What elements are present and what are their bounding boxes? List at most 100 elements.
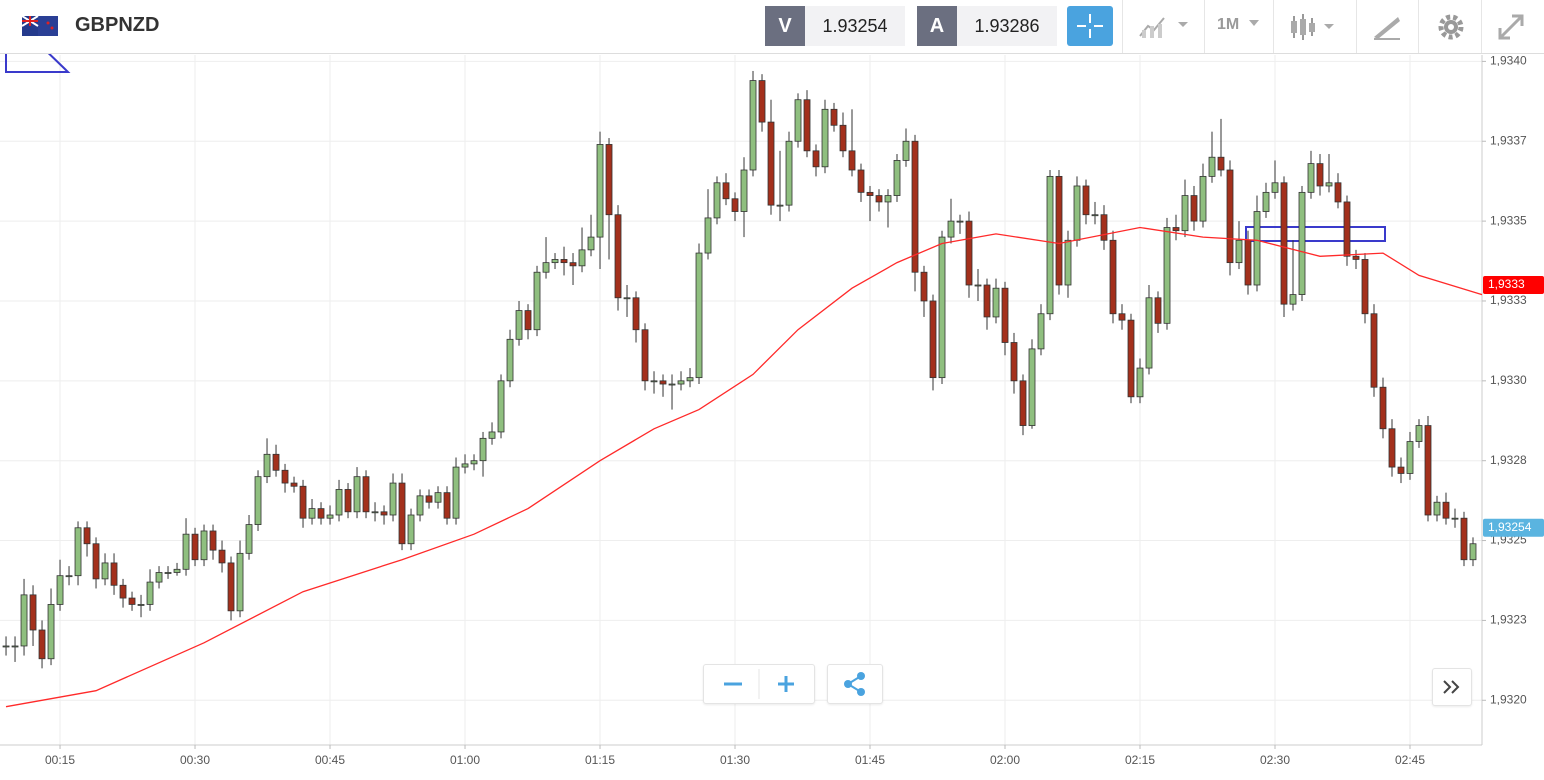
candle-body <box>2 645 10 648</box>
candle-body <box>452 466 460 519</box>
x-tick-label: 00:15 <box>45 753 75 767</box>
candle-body <box>11 645 19 648</box>
candle-body <box>902 140 910 161</box>
candle-body <box>641 329 649 382</box>
candle-body <box>794 99 802 142</box>
candle-body <box>830 108 838 126</box>
candle-body <box>1280 182 1288 305</box>
candle-body <box>1100 214 1108 241</box>
x-tick-label: 02:00 <box>990 753 1020 767</box>
settings-button[interactable] <box>1436 12 1466 42</box>
y-tick-label: 1,9330 <box>1490 373 1527 387</box>
separator <box>1204 0 1205 53</box>
candle-body <box>1325 182 1333 187</box>
candle-style-button[interactable] <box>1288 12 1348 42</box>
candle-body <box>1208 156 1216 177</box>
candle-body <box>767 121 775 206</box>
candle-body <box>380 511 388 516</box>
bid-label[interactable]: V <box>765 6 805 46</box>
y-tick-label: 1,9320 <box>1490 692 1527 706</box>
candle-body <box>1136 367 1144 398</box>
zoom-in[interactable] <box>778 676 794 692</box>
candle-body <box>686 377 694 382</box>
bid-price[interactable]: 1.93254 <box>805 6 905 46</box>
candle-body <box>1415 425 1423 442</box>
candle-body <box>110 562 118 586</box>
chart-type-button[interactable] <box>1138 14 1194 40</box>
candle-body <box>1163 227 1171 324</box>
candle-body <box>137 604 145 606</box>
candle-body <box>425 495 433 503</box>
candle-body <box>443 492 451 519</box>
candle-body <box>983 284 991 318</box>
candle-body <box>1118 313 1126 321</box>
candle-body <box>254 476 262 525</box>
candle-body <box>1127 319 1135 398</box>
separator <box>1481 0 1482 53</box>
candle-body <box>344 489 352 513</box>
candle-body <box>182 533 190 570</box>
candle-body <box>1424 425 1432 516</box>
candle-body <box>551 259 559 264</box>
candle-body <box>1433 501 1441 516</box>
x-tick-label: 01:15 <box>585 753 615 767</box>
candle-body <box>812 150 820 168</box>
candle-body <box>20 594 28 647</box>
candle-body <box>1262 191 1270 212</box>
draw-button[interactable] <box>1372 13 1402 41</box>
candle-body <box>1082 185 1090 216</box>
candle-body <box>236 552 244 612</box>
y-tick-label: 1,9340 <box>1490 54 1527 68</box>
separator <box>1122 0 1123 53</box>
candle-body <box>695 252 703 379</box>
candle-body <box>497 380 505 433</box>
candle-body <box>731 198 739 212</box>
candle-body <box>614 214 622 299</box>
candle-body <box>272 453 280 471</box>
candle-body <box>209 530 217 551</box>
candle-body <box>434 492 442 503</box>
candle-body <box>947 220 955 238</box>
candle-body <box>1145 297 1153 369</box>
price-label: 1,93254 <box>1488 520 1532 534</box>
crosshair-button[interactable] <box>1067 6 1113 46</box>
candle-body <box>1073 185 1081 241</box>
ask-price[interactable]: 1.93286 <box>957 6 1057 46</box>
candle-body <box>839 124 847 152</box>
share-button[interactable] <box>827 664 883 704</box>
dropdown-arrow[interactable] <box>1249 20 1261 28</box>
candle-body <box>119 584 127 599</box>
toolbar: GBPNZD V 1.93254 A 1.93286 1M <box>0 0 1544 54</box>
timeframe[interactable]: 1M <box>1217 16 1240 33</box>
candle-body <box>1379 386 1387 430</box>
candle-body <box>74 527 82 577</box>
candle-body <box>704 217 712 254</box>
candle-body <box>1370 313 1378 388</box>
candle-body <box>992 287 1000 318</box>
price-label: 1,9333 <box>1488 277 1525 291</box>
candle-body <box>1307 163 1315 193</box>
candle-body <box>803 99 811 152</box>
grid <box>0 55 1482 745</box>
scroll-right-button[interactable] <box>1432 668 1472 706</box>
y-tick-label: 1,9335 <box>1490 213 1527 227</box>
moving-average-line <box>5 226 1483 708</box>
candle-body <box>1343 201 1351 257</box>
candle-body <box>569 262 577 267</box>
candle-body <box>146 581 154 605</box>
candle-body <box>47 604 55 660</box>
ask-label[interactable]: A <box>917 6 957 46</box>
candle-body <box>929 300 937 379</box>
candle-body <box>1406 441 1414 474</box>
candle-body <box>1037 313 1045 350</box>
candle-body <box>281 469 289 484</box>
drawing-rectangle[interactable] <box>1245 226 1386 242</box>
candle-body <box>290 482 298 487</box>
candle-body <box>200 530 208 561</box>
candle-body <box>56 575 64 605</box>
fullscreen-button[interactable] <box>1496 12 1526 42</box>
candle-body <box>1181 195 1189 232</box>
candle-body <box>335 489 343 516</box>
candle-body <box>1154 297 1162 324</box>
candle-body <box>245 524 253 554</box>
